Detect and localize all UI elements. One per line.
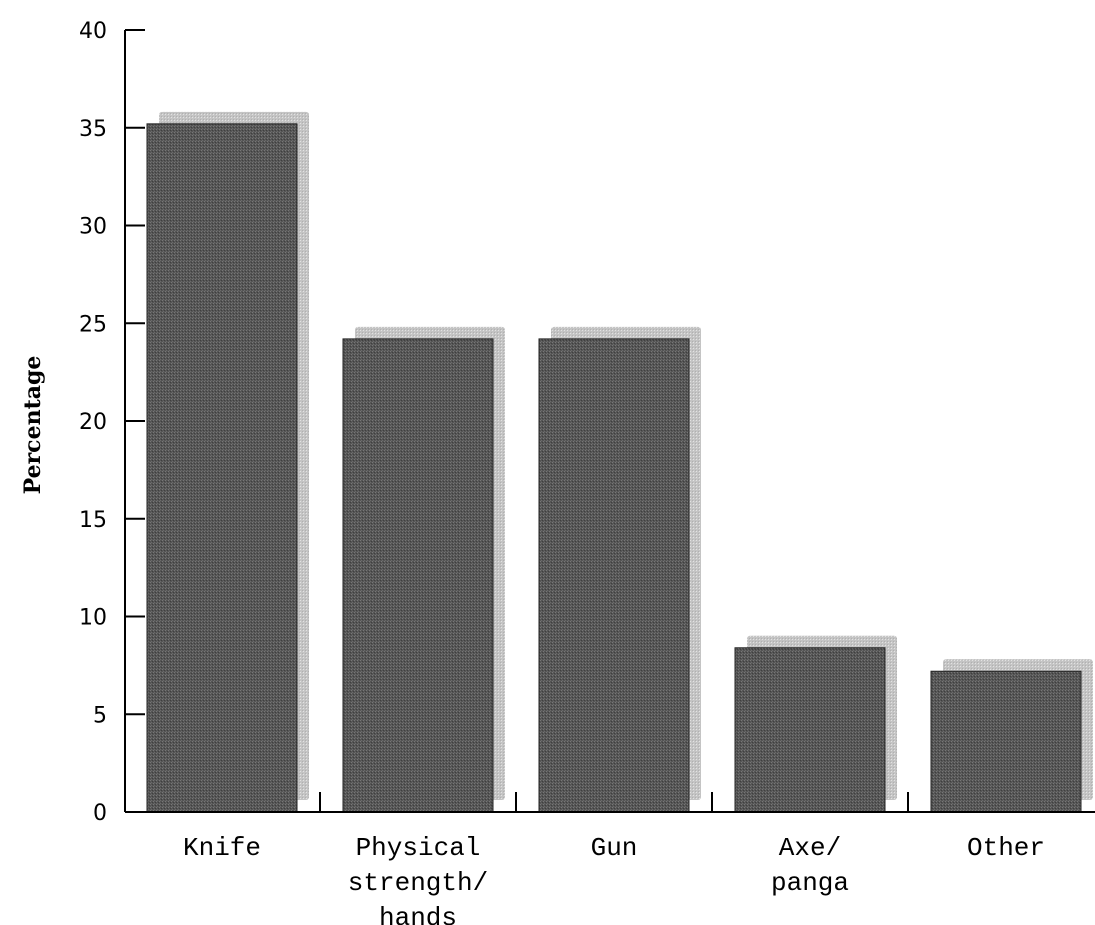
x-category-label-line: Axe/ — [779, 833, 841, 863]
bar — [734, 647, 886, 813]
y-axis-title: Percentage — [20, 356, 46, 495]
x-category-label-line: Other — [967, 833, 1045, 863]
x-category-label-line: panga — [771, 868, 849, 898]
x-category-labels: Knife Physical strength/hands Gun Axe/panga O… — [183, 792, 1045, 925]
x-category-label: Gun — [591, 833, 638, 863]
y-tick-label: 30 — [79, 215, 107, 240]
y-tick-label: 20 — [79, 410, 107, 435]
x-category-label: Other — [967, 833, 1045, 863]
x-category-label-line: Physical — [356, 833, 481, 863]
y-tick-label: 15 — [79, 508, 107, 533]
x-category-label-line: strength/ — [348, 868, 488, 898]
x-category-label-line: hands — [379, 903, 457, 925]
y-tick-label: 35 — [79, 117, 107, 142]
x-category-label: Axe/panga — [771, 833, 849, 898]
x-category-label: Physical strength/hands — [348, 833, 488, 925]
bars — [146, 123, 1082, 813]
y-tick-label: 40 — [79, 19, 107, 44]
bar — [538, 338, 690, 813]
y-tick-label: 10 — [79, 606, 107, 631]
x-category-label-line: Knife — [183, 833, 261, 863]
bar — [930, 670, 1082, 813]
y-tick-label: 0 — [93, 801, 107, 826]
y-tick-label: 25 — [79, 312, 107, 337]
y-tick-labels: 0 5 10 15 20 25 30 35 40 — [79, 19, 145, 826]
x-category-label-line: Gun — [591, 833, 638, 863]
x-category-label: Knife — [183, 833, 261, 863]
bar — [146, 123, 298, 813]
y-tick-label: 5 — [93, 703, 107, 728]
bar — [342, 338, 494, 813]
